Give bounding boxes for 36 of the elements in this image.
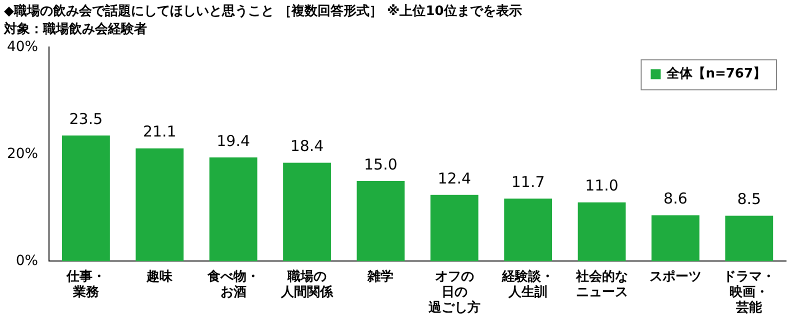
data-label: 12.4 [438,169,472,188]
bar [430,194,478,262]
y-tick-label: 0% [16,252,38,269]
chart-title: ◆職場の飲み会で話題にしてほしいと思うこと ［複数回答形式］ ※上位10位までを表示 [4,3,522,20]
data-label: 8.5 [737,190,762,208]
bar [62,135,110,262]
bar [209,157,258,262]
y-tick-label: 20% [6,146,38,162]
bar [725,216,774,262]
bar [504,198,552,262]
x-tick-label: ドラマ・映画・芸能 [723,269,776,316]
data-label: 21.1 [142,122,176,141]
data-label: 15.0 [364,155,398,174]
x-tick-label: スポーツ [649,269,702,284]
x-tick-label: 雑学 [366,269,394,284]
y-tick-label: 40% [6,38,38,55]
bar [283,162,331,262]
data-label: 19.4 [216,132,250,150]
x-tick-label: 仕事・業務 [65,269,106,300]
data-label: 23.5 [69,110,103,128]
bar [578,202,626,262]
chart-subtitle: 対象：職場飲み会経験者 [3,20,147,37]
bar [652,215,700,262]
x-tick-label: 趣味 [146,269,174,284]
data-label: 8.6 [664,190,688,208]
bar [356,180,405,262]
data-label: 18.4 [290,137,324,156]
x-tick-label: 職場の人間関係 [280,268,334,300]
x-tick-label: 食べ物・お酒 [206,269,260,300]
x-tick-label: 社会的なニュース [574,268,628,300]
legend-label: 全体【n=767】 [666,66,766,82]
x-tick-label: オフの日の過ごし方 [427,269,480,316]
data-label: 11.7 [511,172,545,191]
x-tick-label: 経験談・人生訓 [501,268,554,300]
bar [136,148,184,262]
data-label: 11.0 [585,176,618,195]
